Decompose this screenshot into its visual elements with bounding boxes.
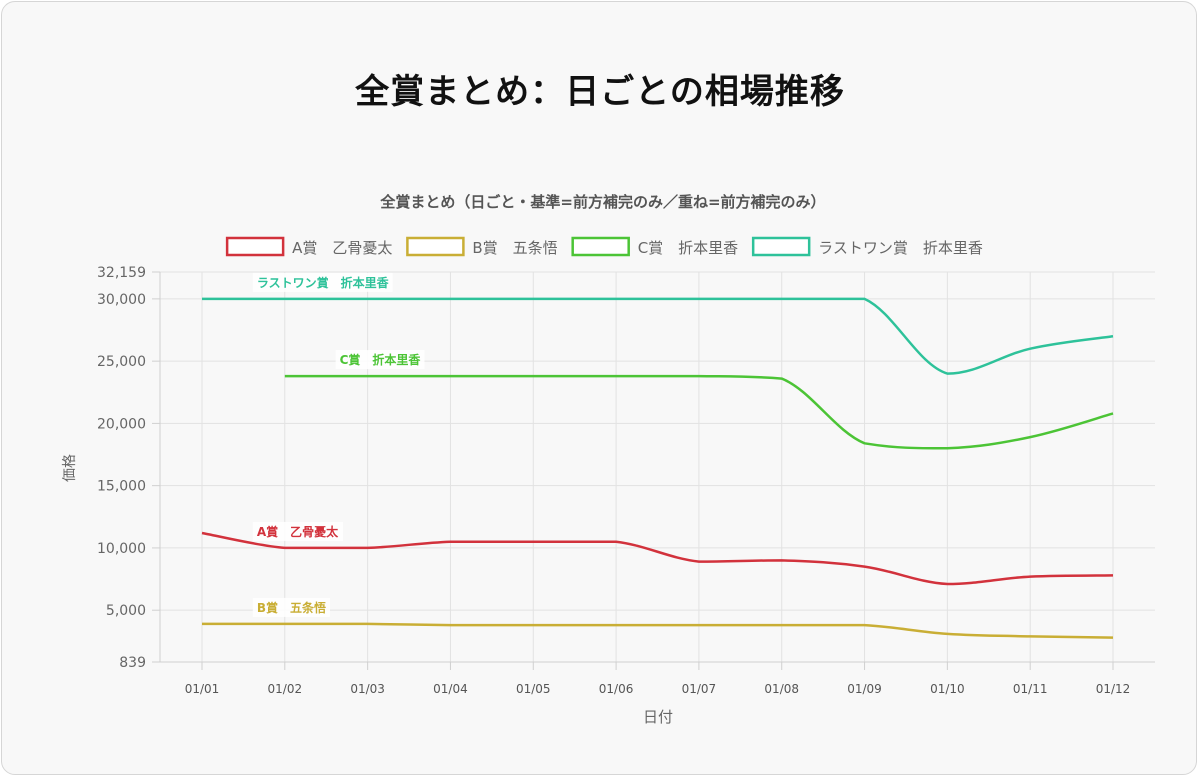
legend-item[interactable]: B賞 五条悟 <box>406 236 558 257</box>
y-tick-label: 10,000 <box>97 541 146 557</box>
y-tick-label: 5,000 <box>106 603 146 619</box>
legend-label: A賞 乙骨憂太 <box>292 239 392 257</box>
legend-label: B賞 五条悟 <box>472 239 557 257</box>
y-tick-label: 20,000 <box>97 416 146 432</box>
x-tick-label: 01/02 <box>268 682 303 696</box>
y-tick-label: 25,000 <box>97 354 146 370</box>
label-background <box>252 272 393 292</box>
x-tick-label: 01/08 <box>764 682 799 696</box>
y-tick-label: 30,000 <box>97 292 146 308</box>
y-axis: 839 5,000 10,000 15,000 20,000 25,000 30,000 32… <box>97 265 161 671</box>
label-background <box>252 521 344 541</box>
x-tick-label: 01/01 <box>185 682 220 696</box>
legend-label: C賞 折本里香 <box>638 239 738 257</box>
y-tick-label: 15,000 <box>97 479 146 495</box>
legend-swatch <box>571 236 630 257</box>
x-tick-label: 01/10 <box>930 682 965 696</box>
series-inline-label: A賞 乙骨憂太 <box>252 521 344 541</box>
series-line <box>284 374 1114 450</box>
series-line <box>201 531 1114 586</box>
legend-swatch <box>406 236 465 257</box>
series-label-text: A賞 乙骨憂太 <box>257 524 339 539</box>
x-axis-label: 日付 <box>643 708 673 726</box>
x-tick-label: 01/11 <box>1013 682 1048 696</box>
page-title: 全賞まとめ：日ごとの相場推移 <box>355 72 845 112</box>
series-inline-label: C賞 折本里香 <box>335 350 425 370</box>
series-line <box>202 622 1114 639</box>
chart-series <box>201 297 1114 639</box>
label-background <box>335 350 425 370</box>
x-tick-label: 01/05 <box>516 682 551 696</box>
series-inline-label: B賞 五条悟 <box>252 597 330 617</box>
y-tick-label: 32,159 <box>97 265 146 281</box>
x-tick-label: 01/04 <box>433 682 468 696</box>
legend-swatch <box>225 236 285 257</box>
x-tick-label: 01/03 <box>350 682 385 696</box>
legend-label: ラストワン賞 折本里香 <box>818 239 983 257</box>
label-background <box>252 597 330 617</box>
legend-item[interactable]: ラストワン賞 折本里香 <box>751 236 983 257</box>
x-tick-label: 01/06 <box>599 682 634 696</box>
series-label-text: B賞 五条悟 <box>257 600 326 615</box>
series-line <box>201 297 1114 375</box>
y-axis-label: 価格 <box>62 454 78 482</box>
y-tick-label: 839 <box>119 655 146 671</box>
x-tick-label: 01/12 <box>1096 682 1131 696</box>
series-label-text: ラストワン賞 折本里香 <box>257 275 389 290</box>
x-tick-label: 01/07 <box>682 682 717 696</box>
legend-item[interactable]: C賞 折本里香 <box>571 236 738 257</box>
series-inline-label: ラストワン賞 折本里香 <box>252 272 393 292</box>
x-tick-label: 01/09 <box>847 682 882 696</box>
series-label-text: C賞 折本里香 <box>340 352 421 367</box>
series-labels: A賞 乙骨憂太 B賞 五条悟 C賞 折本里香 ラストワン賞 折本里香 <box>252 272 425 617</box>
x-axis: 01/01 01/02 01/03 01/04 01/05 01/06 01/07 01/08… <box>160 661 1155 696</box>
legend-item[interactable]: A賞 乙骨憂太 <box>225 236 392 257</box>
chart-legend: A賞 乙骨憂太 B賞 五条悟 C賞 折本里香 ラストワン賞 折本里香 <box>225 236 983 257</box>
legend-swatch <box>751 236 811 257</box>
chart-title: 全賞まとめ（日ごと・基準=前方補完のみ／重ね=前方補完のみ） <box>379 193 825 211</box>
